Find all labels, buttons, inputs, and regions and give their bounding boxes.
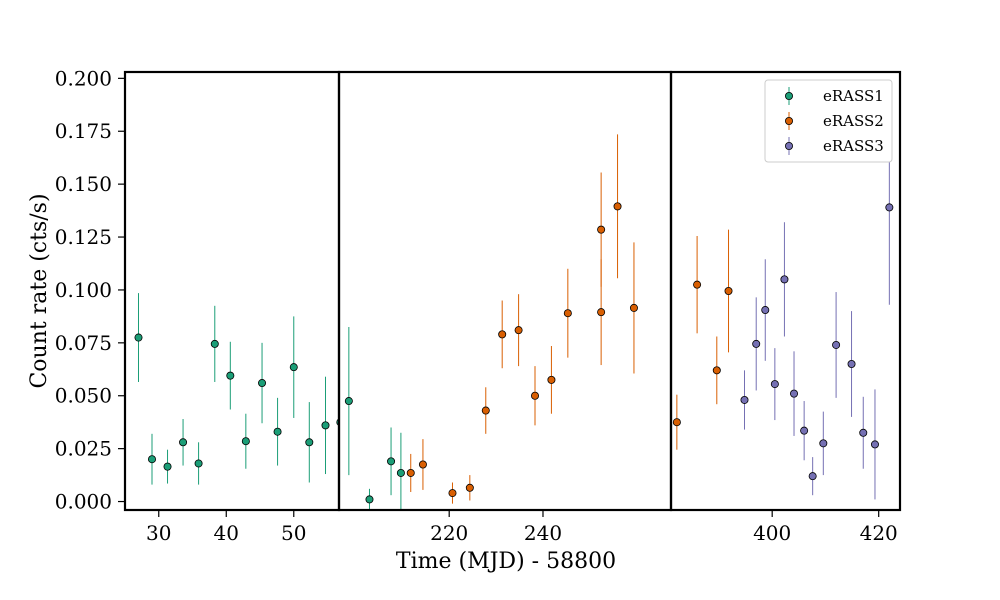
panel-1: 30 40 50	[123, 70, 341, 545]
data-point-erass2	[547, 375, 556, 384]
data-point-erass2	[597, 308, 606, 317]
y-tick-label: 0.175	[55, 119, 112, 143]
data-point-erass2	[418, 460, 427, 469]
data-point-erass1	[179, 438, 188, 447]
panel-data-points	[672, 110, 894, 500]
data-point-erass1	[258, 379, 267, 388]
data-point-erass3	[819, 439, 828, 448]
y-tick-label: 0.050	[55, 384, 112, 408]
y-axis-label: Count rate (cts/s)	[27, 193, 52, 388]
x-tick-label: 30	[146, 521, 171, 545]
legend-label-erass3: eRASS3	[823, 137, 884, 155]
y-tick-label: 0.025	[55, 437, 112, 461]
y-tick-label: 0.100	[55, 278, 112, 302]
legend-frame	[764, 79, 893, 163]
panel-2: 220 240	[337, 70, 673, 545]
data-point-erass2	[514, 326, 523, 335]
data-point-erass3	[800, 426, 809, 435]
x-tick-label: 420	[860, 521, 898, 545]
data-point-erass3	[752, 339, 761, 348]
data-point-erass3	[847, 359, 856, 368]
legend-label-erass2: eRASS2	[823, 112, 884, 130]
data-point-erass1	[210, 339, 219, 348]
data-point-erass1	[387, 457, 396, 466]
data-point-erass3	[808, 472, 817, 481]
data-point-erass2	[563, 309, 572, 318]
y-tick-label: 0.000	[55, 490, 112, 514]
x-tick-label: 400	[753, 521, 791, 545]
data-point-erass1	[241, 437, 250, 446]
data-point-erass2	[597, 225, 606, 234]
data-point-erass2	[531, 391, 540, 400]
data-point-erass1	[336, 418, 339, 426]
y-tick-label: 0.125	[55, 225, 112, 249]
data-point-erass2	[406, 468, 415, 477]
data-point-erass1	[305, 438, 314, 447]
legend-entry-erass1: eRASS1	[785, 87, 884, 105]
panel-3: 400 420	[669, 70, 902, 545]
y-tick-label: 0.075	[55, 331, 112, 355]
legend-entry-erass2: eRASS2	[785, 112, 884, 130]
data-point-erass2	[629, 303, 638, 312]
data-point-erass1	[344, 397, 353, 406]
data-point-erass2	[498, 330, 507, 339]
x-tick-label: 40	[214, 521, 239, 545]
x-tick-label: 220	[430, 521, 468, 545]
y-axis: 0.000 0.025 0.050 0.075 0.100 0.125 0.150 0.175…	[55, 66, 125, 514]
data-point-erass2	[613, 202, 622, 211]
data-point-erass1	[194, 459, 203, 468]
data-point-erass3	[780, 275, 789, 284]
data-point-erass1	[365, 495, 374, 504]
legend-label-erass1: eRASS1	[823, 87, 884, 105]
data-point-erass1	[321, 421, 330, 430]
data-point-erass2	[693, 280, 702, 289]
y-tick-label: 0.200	[55, 66, 112, 90]
data-point-erass1	[289, 363, 298, 372]
data-point-erass3	[870, 440, 879, 449]
data-point-erass3	[770, 380, 779, 389]
data-point-erass3	[790, 389, 799, 398]
panel-data-points	[344, 134, 638, 510]
panel-data-points	[134, 293, 339, 485]
legend: eRASS1 eRASS2 eRASS3	[764, 79, 893, 163]
data-point-erass3	[885, 203, 894, 212]
data-point-erass2	[481, 406, 490, 415]
data-point-erass2	[712, 366, 721, 375]
legend-entry-erass3: eRASS3	[785, 137, 884, 155]
data-point-erass2	[448, 489, 457, 498]
x-tick-label: 50	[281, 521, 306, 545]
panel-frame	[337, 70, 673, 512]
data-point-erass1	[396, 468, 405, 477]
x-tick-label: 240	[524, 521, 562, 545]
data-point-erass1	[134, 333, 143, 342]
data-point-erass1	[148, 455, 157, 464]
data-point-erass3	[832, 340, 841, 349]
data-point-erass1	[226, 371, 235, 380]
y-tick-label: 0.150	[55, 172, 112, 196]
data-point-erass3	[859, 428, 868, 437]
data-point-erass2	[724, 286, 733, 295]
data-point-erass2	[672, 418, 681, 427]
panel-frame	[669, 70, 902, 512]
data-point-erass3	[761, 306, 770, 315]
data-point-erass3	[740, 395, 749, 404]
data-point-erass1	[273, 427, 282, 436]
data-point-erass2	[465, 483, 474, 492]
data-point-erass1	[163, 462, 172, 471]
plot-panels: 30 40 50 220 240 400 420	[123, 70, 902, 545]
x-axis-label: Time (MJD) - 58800	[396, 549, 616, 574]
